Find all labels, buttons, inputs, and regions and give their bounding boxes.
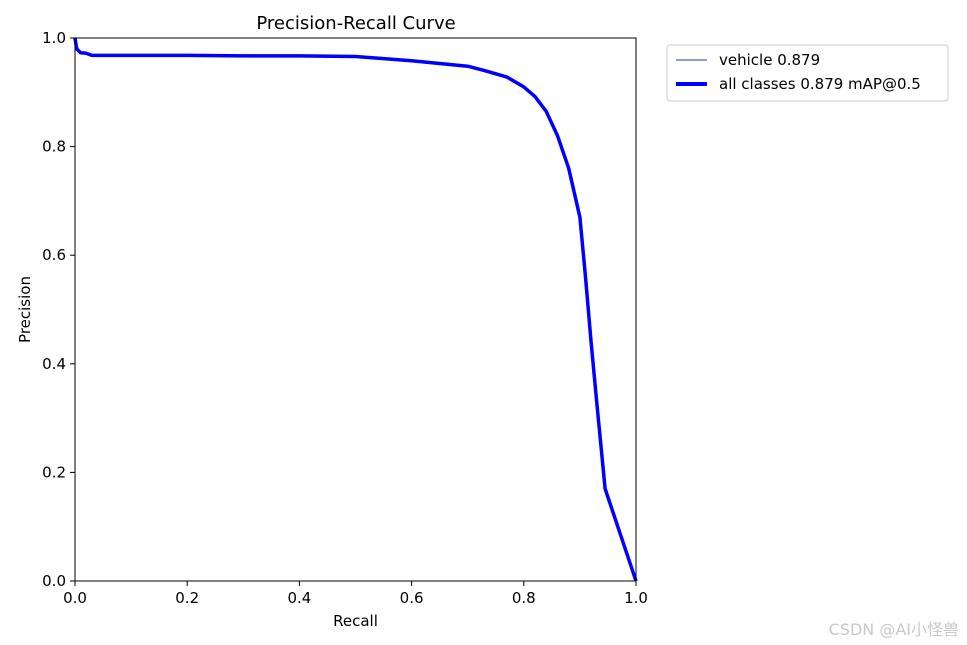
y-tick-label: 0.4	[42, 355, 66, 373]
y-tick-label: 1.0	[42, 29, 66, 47]
x-tick-label: 0.0	[63, 589, 87, 607]
legend-label-vehicle: vehicle 0.879	[719, 51, 820, 69]
legend: vehicle 0.879 all classes 0.879 mAP@0.5	[666, 44, 949, 102]
plot-frame	[74, 37, 637, 582]
y-tick-label: 0.2	[42, 463, 66, 481]
y-tick-label: 0.0	[42, 572, 66, 590]
watermark: CSDN @AI小怪兽	[828, 620, 959, 639]
x-axis-label: Recall	[333, 612, 378, 630]
x-tick-label: 0.8	[512, 589, 536, 607]
legend-box	[666, 44, 949, 102]
chart-title: Precision-Recall Curve	[256, 13, 455, 34]
x-tick-label: 0.6	[400, 589, 424, 607]
x-tick-label: 0.4	[287, 589, 311, 607]
x-tick-label: 0.2	[175, 589, 199, 607]
y-axis-label: Precision	[16, 276, 34, 343]
y-tick-label: 0.6	[42, 246, 66, 264]
y-tick-label: 0.8	[42, 138, 66, 156]
axis-ticks: 0.0 0.2 0.4 0.6 0.8 1.0 0.0 0.2 0.4 0.6 0.8 1.0	[42, 29, 648, 607]
x-tick-label: 1.0	[624, 589, 648, 607]
plot-area	[73, 37, 638, 582]
series-line-1	[73, 37, 638, 582]
legend-label-all-classes: all classes 0.879 mAP@0.5	[719, 75, 921, 93]
